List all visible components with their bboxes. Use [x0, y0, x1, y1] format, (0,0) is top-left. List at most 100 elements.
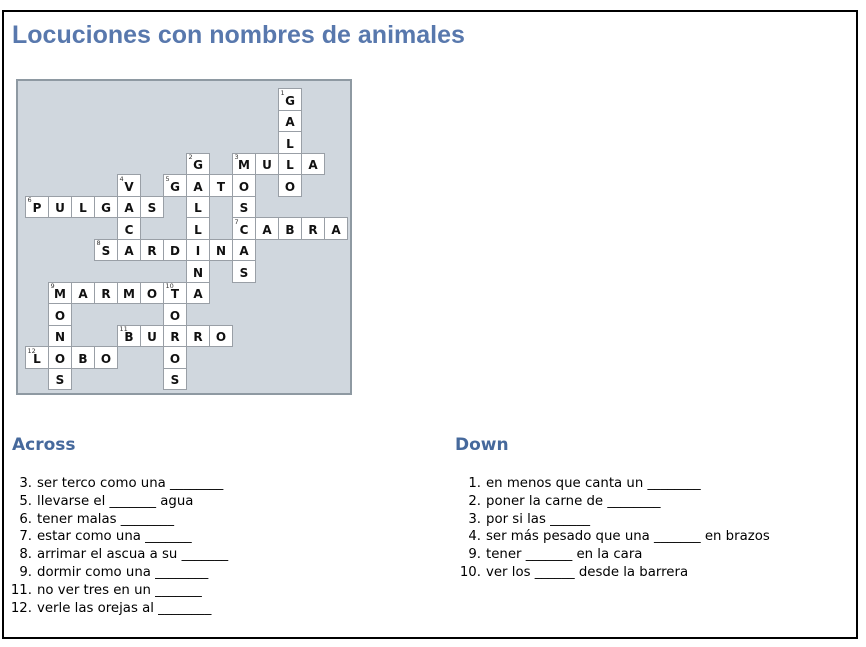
cell-letter: U — [262, 158, 272, 172]
crossword-cell: O — [278, 174, 302, 197]
cell-letter: L — [194, 201, 202, 215]
crossword-cell: G — [94, 195, 118, 218]
cell-letter: O — [169, 351, 181, 366]
cell-letter: G — [193, 158, 203, 172]
cell-letter: M — [238, 158, 250, 172]
cell-letter: N — [215, 244, 227, 258]
cell-letter: R — [170, 330, 180, 344]
cell-letter: B — [285, 222, 295, 237]
cell-letter: I — [195, 244, 201, 258]
crossword-cell: O — [163, 303, 187, 326]
cell-letter: T — [216, 179, 226, 194]
crossword-cell: S — [232, 195, 256, 218]
crossword-cell: A — [278, 109, 302, 132]
cell-letter: U — [55, 201, 65, 215]
crossword-cell: A — [186, 281, 210, 304]
crossword-cell: A — [324, 217, 348, 240]
clue-text: dormir como una ________ — [37, 564, 209, 580]
cell-letter: V — [124, 179, 134, 194]
down-clue-list: 1. en menos que canta un ________ 2. poner … — [457, 476, 770, 583]
cell-number: 9 — [50, 282, 55, 290]
across-clue-list: 3. ser terco como una ________ 5. llevarse … — [8, 476, 228, 618]
clue: 4. ser más pesado que una _______ en braz… — [457, 529, 770, 547]
cell-letter: D — [170, 244, 180, 258]
cell-letter: U — [147, 330, 157, 344]
crossword-cell: B — [278, 217, 302, 240]
clue-text: estar como una _______ — [37, 529, 192, 545]
cell-letter: L — [33, 351, 41, 366]
crossword-cell: 11 B — [117, 324, 141, 347]
cell-number: 3 — [234, 153, 239, 161]
cell-letter: A — [308, 158, 318, 172]
crossword-cell: S — [232, 260, 256, 283]
crossword-cell: R — [140, 238, 164, 261]
cell-number: 12 — [27, 346, 36, 355]
cell-letter: O — [169, 308, 181, 323]
cell-letter: G — [101, 201, 111, 215]
clue: 7. estar como una _______ — [8, 529, 228, 547]
cell-letter: B — [78, 351, 88, 366]
crossword-cell: I — [186, 238, 210, 261]
clue-text: ser más pesado que una _______ en brazos — [486, 529, 770, 545]
crossword-cell: A — [117, 238, 141, 261]
clue-number: 4. — [468, 529, 481, 545]
crossword-cell: S — [48, 367, 72, 390]
down-header: Down — [455, 435, 509, 455]
cell-letter: A — [285, 115, 295, 129]
cell-letter: L — [194, 222, 202, 237]
cell-letter: G — [285, 93, 295, 108]
cell-letter: R — [147, 244, 157, 258]
crossword-cell: O — [209, 324, 233, 347]
page-title: Locuciones con nombres de animales — [12, 21, 465, 49]
cell-number: 5 — [165, 174, 170, 183]
clue-number: 1. — [468, 476, 481, 491]
crossword-cell: A — [186, 174, 210, 197]
cell-number: 1 — [280, 88, 285, 97]
clue-number: 5. — [19, 493, 32, 509]
cell-letter: A — [331, 222, 341, 237]
clue-number: 9. — [468, 547, 481, 563]
clue: 2. poner la carne de ________ — [457, 494, 770, 512]
cell-number: 11 — [119, 325, 128, 333]
clue-text: llevarse el _______ agua — [37, 493, 194, 509]
cell-letter: O — [100, 351, 112, 366]
cell-letter: O — [54, 308, 66, 323]
crossword-cell: M — [117, 281, 141, 304]
crossword-cell: A — [71, 281, 95, 304]
clue-text: tener _______ en la cara — [486, 547, 643, 563]
cell-letter: A — [193, 287, 203, 301]
clue-text: tener malas ________ — [37, 511, 174, 527]
across-header: Across — [12, 435, 76, 455]
crossword-cell: D — [163, 238, 187, 261]
cell-letter: A — [78, 287, 88, 301]
clue: 8. arrimar el ascua a su _______ — [8, 547, 228, 565]
cell-letter: A — [239, 244, 249, 258]
cell-letter: A — [124, 201, 134, 215]
cell-letter: C — [124, 222, 134, 237]
crossword-cell: O — [163, 346, 187, 369]
cell-letter: R — [308, 222, 318, 237]
crossword-cell: C — [117, 217, 141, 240]
clue-number: 9. — [19, 564, 32, 580]
crossword-cell: N — [209, 238, 233, 261]
clue: 3. ser terco como una ________ — [8, 476, 228, 494]
clue-text: en menos que canta un ________ — [486, 476, 701, 491]
clue: 9. tener _______ en la cara — [457, 547, 770, 565]
cell-letter: O — [284, 179, 296, 194]
clue: 11. no ver tres en un _______ — [8, 583, 228, 601]
clue: 10. ver los ______ desde la barrera — [457, 565, 770, 583]
crossword-cell: L — [278, 152, 302, 175]
crossword-cell: B — [71, 346, 95, 369]
cell-letter: O — [54, 351, 66, 366]
clue-number: 7. — [19, 529, 32, 545]
crossword-cell: A — [117, 195, 141, 218]
cell-letter: R — [193, 330, 203, 344]
cell-letter: L — [286, 158, 294, 172]
cell-letter: M — [123, 287, 135, 301]
clue: 1. en menos que canta un ________ — [457, 476, 770, 494]
cell-letter: B — [124, 330, 134, 344]
